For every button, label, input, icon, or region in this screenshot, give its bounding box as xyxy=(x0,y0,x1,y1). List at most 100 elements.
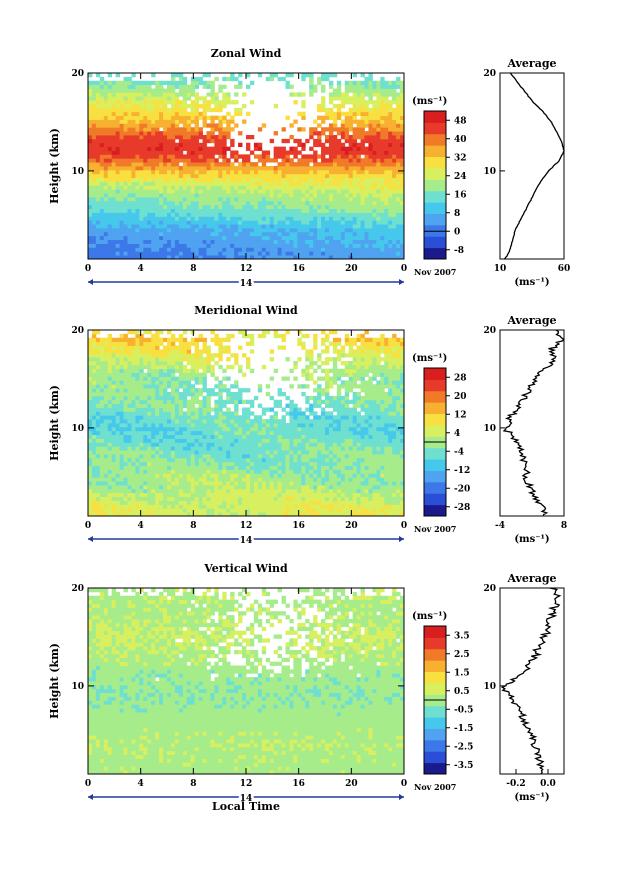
heatmap-cell xyxy=(332,158,338,163)
heatmap-cell xyxy=(190,442,196,447)
heatmap-cell xyxy=(174,73,180,78)
heatmap-cell xyxy=(301,492,306,498)
heatmap-cell xyxy=(384,92,389,97)
heatmap-cell xyxy=(376,228,381,233)
heatmap-cell xyxy=(261,446,267,451)
heatmap-cell xyxy=(155,123,160,128)
heatmap-cell xyxy=(198,197,203,202)
heatmap-cell xyxy=(273,496,278,501)
heatmap-cell xyxy=(321,247,326,252)
heatmap-cell xyxy=(384,189,389,194)
heatmap-cell xyxy=(273,216,278,221)
heatmap-cell xyxy=(321,142,326,148)
heatmap-cell xyxy=(111,434,117,439)
heatmap-cell xyxy=(356,235,361,241)
heatmap-cell xyxy=(336,461,342,467)
heatmap-cell xyxy=(277,504,282,509)
heatmap-cell xyxy=(147,508,152,513)
heatmap-cell xyxy=(147,150,152,155)
heatmap-cell xyxy=(372,496,377,501)
heatmap-cell xyxy=(234,512,239,517)
heatmap-cell xyxy=(261,239,267,244)
heatmap-cell xyxy=(281,208,286,213)
heatmap-cell xyxy=(178,434,184,439)
heatmap-cell xyxy=(332,224,338,229)
heatmap-cell xyxy=(139,485,144,490)
heatmap-cell xyxy=(281,243,286,248)
heatmap-cell xyxy=(277,251,282,256)
heatmap-cell xyxy=(139,135,144,140)
heatmap-cell xyxy=(301,477,306,482)
heatmap-cell xyxy=(159,111,164,117)
heatmap-cell xyxy=(131,115,136,120)
heatmap-cell xyxy=(344,84,350,89)
heatmap-cell xyxy=(336,92,342,97)
heatmap-cell xyxy=(127,434,132,439)
heatmap-cell xyxy=(95,473,101,478)
heatmap-cell xyxy=(111,438,117,443)
heatmap-cell xyxy=(242,434,247,439)
heatmap-cell xyxy=(368,92,373,97)
heatmap-cell xyxy=(147,123,152,128)
heatmap-cell xyxy=(234,150,239,155)
heatmap-cell xyxy=(91,442,97,447)
heatmap-cell xyxy=(277,146,282,151)
heatmap-cell xyxy=(289,231,294,237)
heatmap-cell xyxy=(301,454,306,459)
heatmap-cell xyxy=(301,158,306,163)
heatmap-cell xyxy=(336,442,342,447)
heatmap-cell xyxy=(328,485,334,490)
heatmap-cell xyxy=(123,442,128,447)
heatmap-cell xyxy=(305,208,310,213)
heatmap-cell xyxy=(321,485,326,490)
heatmap-cell xyxy=(155,473,160,478)
heatmap-cell xyxy=(147,115,152,120)
heatmap-cell xyxy=(257,247,263,252)
heatmap-cell xyxy=(194,111,199,117)
heatmap-cell xyxy=(159,189,164,194)
heatmap-cell xyxy=(257,204,263,210)
heatmap-cell xyxy=(155,177,160,182)
heatmap-cell xyxy=(380,469,385,474)
heatmap-cell xyxy=(143,154,148,159)
heatmap-cell xyxy=(230,251,235,256)
heatmap-cell xyxy=(249,442,255,447)
heatmap-cell xyxy=(297,200,302,206)
heatmap-cell xyxy=(151,200,156,206)
heatmap-cell xyxy=(352,185,357,190)
heatmap-cell xyxy=(155,224,160,229)
heatmap-cell xyxy=(107,216,113,221)
heatmap-cell xyxy=(392,131,397,136)
heatmap-cell xyxy=(119,504,124,509)
heatmap-cell xyxy=(127,255,132,260)
heatmap-cell xyxy=(107,465,113,470)
heatmap-cell xyxy=(226,212,231,217)
heatmap-cell xyxy=(159,496,164,501)
heatmap-cell xyxy=(119,454,124,459)
heatmap-cell xyxy=(218,197,223,202)
heatmap-cell xyxy=(265,173,271,179)
heatmap-cell xyxy=(400,446,405,451)
heatmap-cell xyxy=(190,469,196,474)
x-tick-label: 8 xyxy=(190,264,196,274)
heatmap-cell xyxy=(317,255,322,260)
heatmap-cell xyxy=(356,224,361,229)
heatmap-cell xyxy=(234,255,239,260)
heatmap-cell xyxy=(384,88,389,93)
heatmap-cell xyxy=(356,142,361,148)
heatmap-cell xyxy=(214,104,219,109)
heatmap-cell xyxy=(135,434,140,439)
heatmap-cell xyxy=(352,438,357,443)
heatmap-cell xyxy=(352,216,357,221)
heatmap-cell xyxy=(218,220,223,225)
heatmap-cell xyxy=(226,239,231,244)
heatmap-cell xyxy=(186,220,192,225)
heatmap-cell xyxy=(380,204,385,210)
heatmap-cell xyxy=(167,208,172,213)
heatmap-cell xyxy=(88,127,93,132)
heatmap-cell xyxy=(226,158,231,163)
heatmap-cell xyxy=(368,204,373,210)
heatmap-cell xyxy=(111,92,117,97)
heatmap-cell xyxy=(273,255,278,260)
heatmap-cell xyxy=(325,224,330,229)
